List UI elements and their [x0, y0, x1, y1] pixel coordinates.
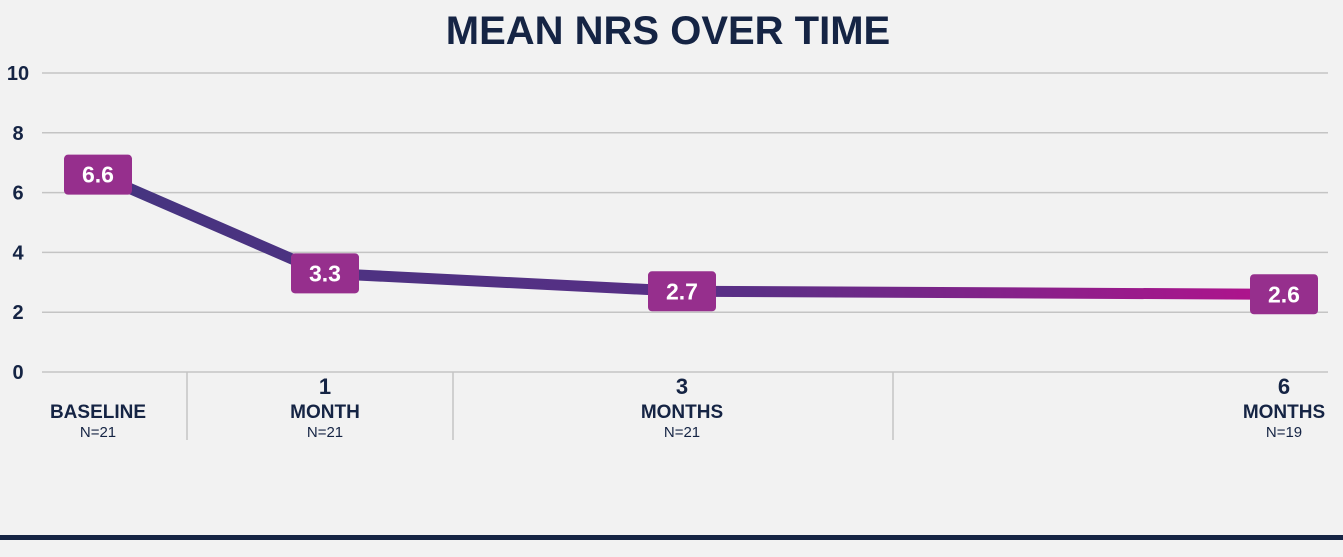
data-label: 3.3	[291, 253, 359, 294]
x-axis: BASELINEN=211MONTHN=213MONTHSN=216MONTHS…	[50, 374, 1325, 441]
x-tick-label: MONTH	[290, 402, 360, 423]
y-tick-label: 6	[12, 183, 23, 205]
bottom-rule	[0, 535, 1343, 540]
x-tick-label: 6	[1278, 374, 1290, 399]
chart-title: MEAN NRS OVER TIME	[446, 9, 890, 53]
x-tick-label: 3	[676, 374, 688, 399]
data-label-box	[1250, 274, 1318, 315]
data-label-text: 2.7	[666, 278, 698, 304]
data-label-text: 3.3	[309, 260, 341, 286]
y-tick-label: 0	[12, 362, 23, 384]
y-tick-label: 4	[12, 242, 24, 264]
data-label-text: 2.6	[1268, 281, 1300, 307]
data-label-box	[648, 271, 716, 312]
data-label: 6.6	[64, 154, 132, 195]
x-sample-size-label: N=21	[664, 424, 700, 441]
data-label: 2.6	[1250, 274, 1318, 315]
grid	[42, 72, 1328, 440]
series-line-path	[92, 169, 1290, 300]
data-labels: 6.6 3.3 2.7 2.6	[64, 154, 1318, 315]
x-tick-label: BASELINE	[50, 402, 146, 423]
y-tick-label: 2	[12, 302, 23, 324]
x-tick-label: 1	[319, 374, 331, 399]
x-tick-label: MONTHS	[641, 402, 723, 423]
y-tick-label: 10	[7, 63, 29, 85]
data-label-box	[64, 154, 132, 195]
series-line	[92, 169, 1290, 300]
x-sample-size-label: N=21	[307, 424, 343, 441]
x-sample-size-label: N=21	[80, 424, 116, 441]
data-label: 2.7	[648, 271, 716, 312]
x-tick-label: MONTHS	[1243, 402, 1325, 423]
x-sample-size-label: N=19	[1266, 424, 1302, 441]
data-label-text: 6.6	[82, 162, 114, 188]
data-label-box	[291, 253, 359, 294]
y-tick-label: 8	[12, 123, 23, 145]
y-axis: 0 2 4 6 8 10	[7, 63, 29, 384]
